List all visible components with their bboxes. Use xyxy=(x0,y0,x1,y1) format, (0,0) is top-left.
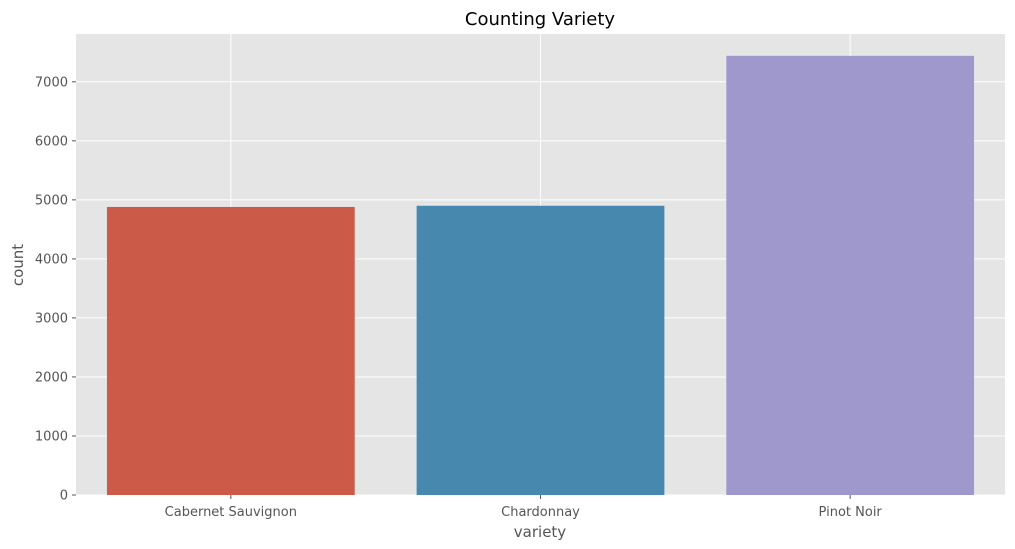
y-tick-label: 7000 xyxy=(35,75,68,90)
chart-title: Counting Variety xyxy=(465,9,615,30)
x-axis-label: variety xyxy=(514,523,567,541)
y-tick-label: 5000 xyxy=(35,193,68,208)
y-tick-label: 3000 xyxy=(35,311,68,326)
y-tick-label: 0 xyxy=(60,489,68,504)
y-tick-label: 2000 xyxy=(35,370,68,385)
bar-cabernet-sauvignon xyxy=(106,206,355,495)
y-tick-label: 4000 xyxy=(35,252,68,267)
y-axis-ticks: 0 1000 2000 3000 4000 5000 6000 7000 xyxy=(35,75,76,504)
x-tick-label: Pinot Noir xyxy=(819,505,883,520)
x-tick-label: Cabernet Sauvignon xyxy=(165,505,297,520)
bar-pinot-noir xyxy=(726,55,975,495)
y-tick-label: 6000 xyxy=(35,134,68,149)
x-axis-ticks: Cabernet Sauvignon Chardonnay Pinot Noir xyxy=(165,495,883,520)
y-tick-label: 1000 xyxy=(35,429,68,444)
bars xyxy=(106,55,975,495)
bar-chardonnay xyxy=(416,205,665,495)
x-tick-label: Chardonnay xyxy=(501,505,580,520)
y-axis-label: count xyxy=(9,244,27,286)
